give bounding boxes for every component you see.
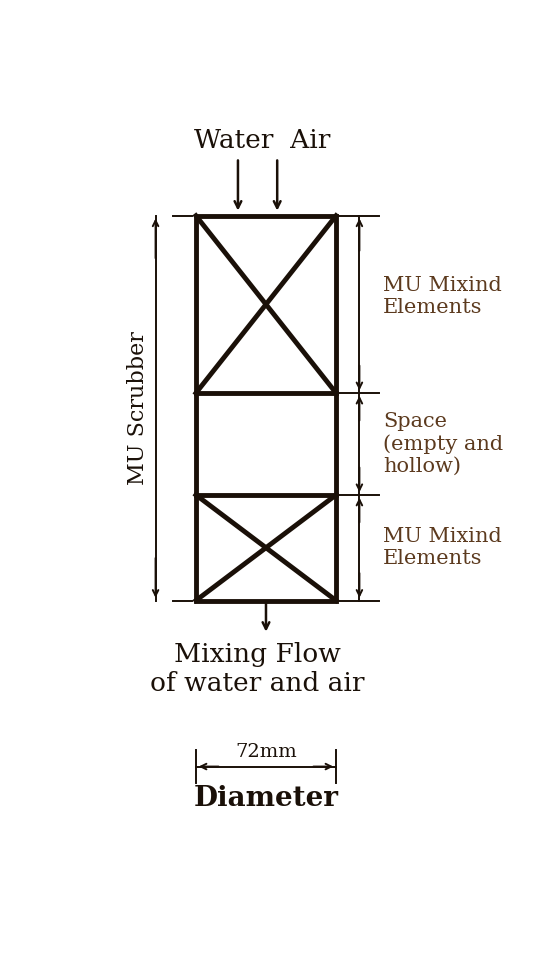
Bar [196, 216, 336, 601]
Text: MU Mixind
Elements: MU Mixind Elements [383, 527, 501, 568]
Text: 72mm: 72mm [235, 743, 297, 760]
Text: Diameter: Diameter [193, 785, 339, 812]
Text: Space
(empty and
hollow): Space (empty and hollow) [383, 412, 503, 476]
Text: Water  Air: Water Air [193, 128, 330, 153]
Text: MU Mixind
Elements: MU Mixind Elements [383, 276, 501, 318]
Text: MU Scrubber: MU Scrubber [127, 331, 149, 485]
Text: Mixing Flow
of water and air: Mixing Flow of water and air [150, 642, 365, 696]
